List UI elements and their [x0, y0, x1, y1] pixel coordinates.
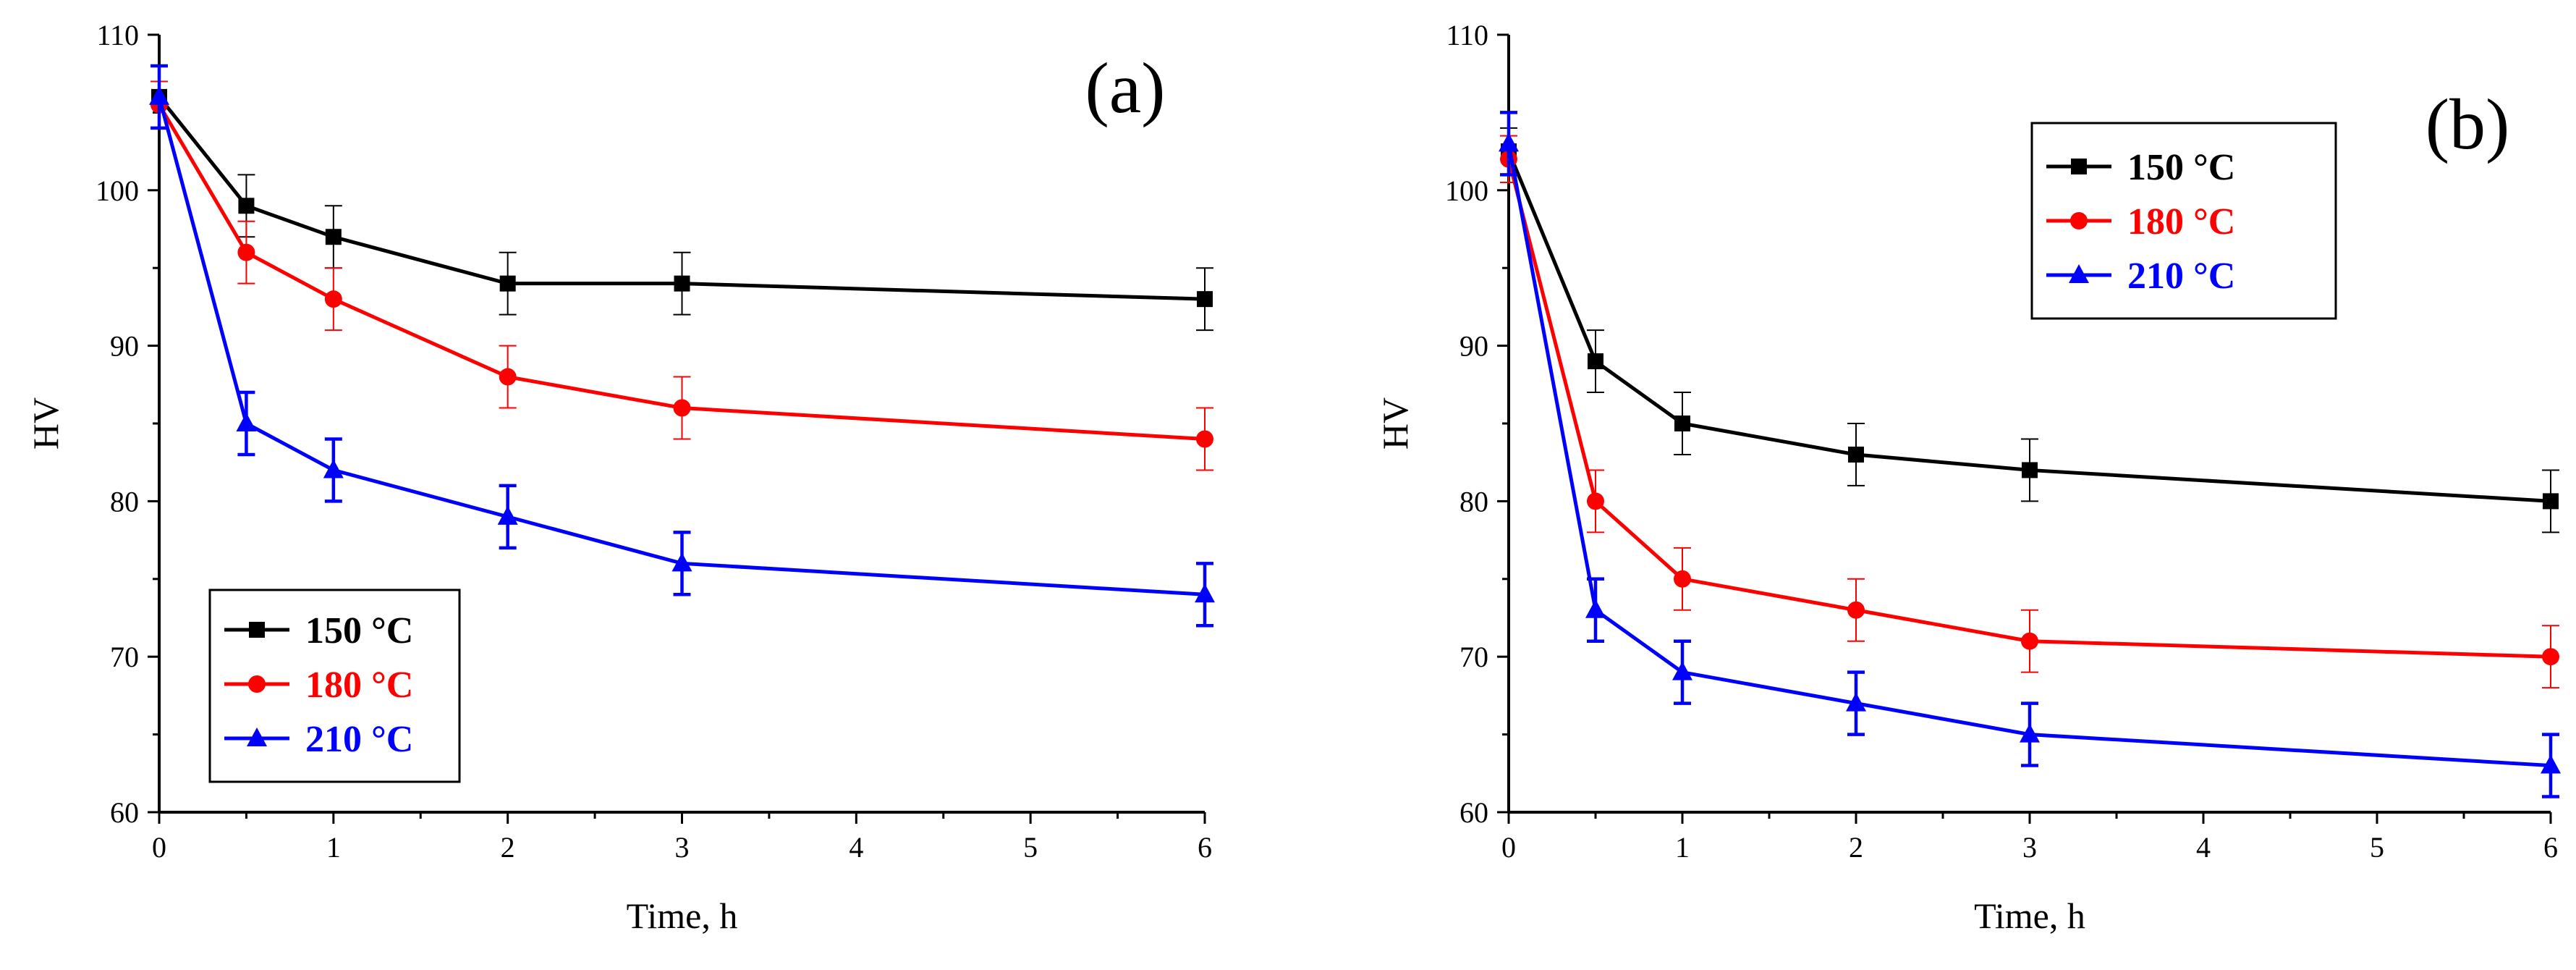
y-axis-title: HV [1375, 397, 1415, 450]
panel-label: (b) [2425, 84, 2510, 164]
legend-marker [249, 622, 265, 638]
data-point [497, 505, 518, 525]
data-point [671, 552, 692, 572]
data-point [1674, 570, 1691, 588]
data-point [1848, 446, 1864, 463]
legend-label: 150 °C [305, 610, 413, 651]
x-tick-label: 3 [2022, 831, 2037, 864]
y-tick-label: 70 [1459, 641, 1488, 673]
data-point [2020, 723, 2040, 743]
data-point [2543, 493, 2559, 510]
series-2 [151, 80, 1213, 471]
legend-label: 210 °C [2127, 256, 2235, 297]
data-point [1585, 599, 1606, 618]
data-point [1674, 416, 1690, 431]
legend-label: 180 °C [2127, 201, 2235, 242]
series-1 [151, 64, 1213, 332]
data-point [499, 275, 516, 292]
data-point [1196, 430, 1213, 448]
data-point [2021, 632, 2038, 650]
x-tick-label: 5 [2370, 831, 2384, 864]
y-tick-label: 60 [110, 796, 139, 829]
data-point [1588, 353, 1603, 370]
series-2 [1500, 135, 2559, 689]
series-line [1507, 151, 2551, 503]
data-point [1587, 492, 1604, 510]
data-point [324, 290, 342, 308]
series-3 [1499, 111, 2561, 798]
data-point [674, 275, 690, 292]
x-tick-label: 3 [675, 831, 690, 864]
legend: 150 °C 180 °C 210 °C [208, 589, 461, 783]
legend-label: 210 °C [305, 719, 413, 760]
data-point [1672, 661, 1692, 680]
legend-label: 150 °C [2127, 147, 2235, 188]
legend-marker [247, 728, 267, 746]
data-point [1847, 601, 1865, 619]
series-line [158, 96, 1206, 301]
y-tick-label: 80 [110, 485, 139, 518]
x-tick-label: 2 [501, 831, 515, 864]
x-tick-label: 4 [849, 831, 863, 864]
x-axis-title: Time, h [1974, 895, 2085, 936]
series-1 [1500, 127, 2559, 534]
data-point [1499, 132, 1519, 152]
data-point [238, 198, 255, 214]
series-line [1507, 159, 2551, 659]
series-line [1507, 143, 2551, 768]
y-tick-label: 90 [1459, 330, 1488, 363]
data-point [325, 229, 342, 245]
series-line [157, 104, 1206, 441]
data-point [237, 243, 255, 261]
y-tick-label: 80 [1459, 485, 1488, 518]
x-tick-label: 0 [1501, 831, 1516, 864]
series-3 [149, 64, 1215, 628]
data-point [149, 85, 169, 105]
y-tick-label: 100 [1445, 174, 1488, 207]
legend: 150 °C 180 °C 210 °C [2030, 122, 2337, 320]
legend-marker [2070, 212, 2088, 229]
data-point [1197, 291, 1213, 308]
legend-marker [2069, 264, 2089, 283]
x-tick-label: 1 [326, 831, 341, 864]
y-tick-label: 100 [96, 174, 139, 207]
y-tick-label: 60 [1459, 796, 1488, 829]
data-point [236, 413, 257, 431]
data-point [499, 368, 517, 386]
y-axis-title: HV [25, 397, 66, 450]
series-line [157, 96, 1206, 596]
data-point [2541, 754, 2561, 774]
x-axis-title: Time, h [627, 895, 738, 936]
x-tick-label: 0 [152, 831, 166, 864]
y-tick-label: 110 [96, 19, 139, 51]
legend-marker [248, 675, 266, 693]
x-tick-label: 5 [1023, 831, 1038, 864]
y-tick-label: 90 [110, 330, 139, 363]
y-tick-label: 70 [110, 641, 139, 673]
panel-label: (a) [1085, 48, 1166, 128]
x-tick-label: 1 [1675, 831, 1690, 864]
legend-label: 180 °C [305, 665, 413, 706]
y-tick-label: 110 [1446, 19, 1488, 51]
data-point [1846, 692, 1866, 712]
legend-marker [2071, 159, 2087, 174]
x-tick-label: 4 [2196, 831, 2211, 864]
data-point [1195, 583, 1215, 603]
data-point [323, 459, 344, 478]
x-tick-label: 2 [1849, 831, 1863, 864]
data-point [2022, 462, 2038, 478]
data-point [673, 399, 691, 417]
x-tick-label: 6 [1198, 831, 1212, 864]
data-point [2542, 648, 2559, 666]
x-tick-label: 6 [2543, 831, 2558, 864]
